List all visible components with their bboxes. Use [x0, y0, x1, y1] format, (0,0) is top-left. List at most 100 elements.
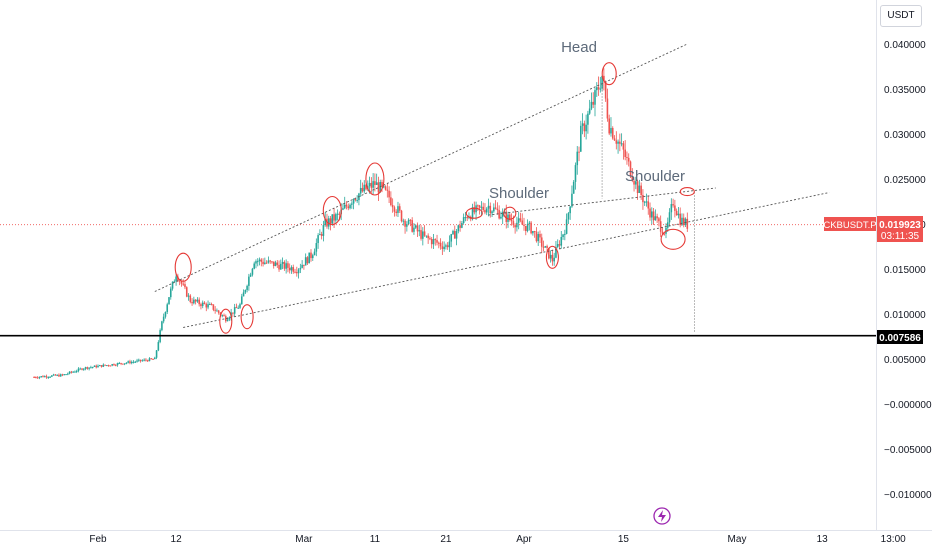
candle-body	[425, 235, 428, 237]
time-axis[interactable]: Feb 12 Mar 11 21 Apr 15 May 13 13:00	[0, 530, 932, 546]
candle-body	[285, 263, 287, 269]
axis-labels: 0.007586 CKBUSDT.P 0.019923 03:11:35	[823, 216, 923, 344]
candle-body	[173, 281, 176, 283]
candle-body	[510, 219, 513, 222]
candle-body	[524, 225, 527, 232]
candle-body	[677, 213, 680, 216]
candle-body	[63, 374, 66, 376]
candle-body	[556, 244, 559, 247]
candle-body	[393, 207, 396, 212]
candle-body	[155, 350, 158, 358]
candle-body	[40, 376, 42, 378]
candle-body	[97, 365, 99, 368]
candle-body	[45, 376, 48, 378]
time-tick-label: 21	[440, 534, 452, 545]
alert-icon[interactable]	[653, 507, 671, 525]
candle-body	[114, 365, 117, 367]
candle-body	[588, 108, 591, 114]
candle-body	[659, 221, 662, 232]
candle-body	[370, 182, 373, 188]
time-tick-label: 13	[817, 534, 829, 545]
candle-body	[610, 127, 612, 134]
price-tick-label: 0.015000	[884, 265, 926, 276]
candle-body	[228, 317, 231, 320]
candle-body	[635, 181, 637, 185]
candle-body	[283, 261, 286, 269]
candle-body	[253, 263, 255, 269]
candle-body	[276, 262, 279, 265]
candle-body	[391, 205, 394, 208]
candle-body	[629, 161, 632, 177]
candle-body	[354, 199, 357, 201]
shoulder-annotation-right: Shoulder	[625, 168, 685, 185]
candle-body	[626, 156, 628, 158]
candle-body	[551, 254, 554, 262]
candle-body	[233, 307, 236, 314]
candle-body	[225, 316, 227, 322]
pivot-ellipse	[322, 195, 342, 226]
drawings: Head Shoulder Shoulder	[0, 39, 876, 337]
candle-body	[489, 205, 492, 214]
candle-body	[656, 216, 658, 219]
candle-body	[514, 225, 516, 228]
candle-body	[398, 206, 401, 211]
candle-body	[674, 205, 676, 211]
candle-body	[35, 377, 37, 379]
symbol-tag	[824, 217, 876, 231]
candle-body	[615, 140, 618, 144]
candle-body	[297, 269, 300, 274]
currency-button[interactable]: USDT	[880, 5, 922, 27]
candle-body	[553, 257, 555, 262]
candle-body	[397, 206, 399, 213]
candle-body	[239, 304, 241, 308]
candle-body	[33, 377, 35, 378]
candle-body	[258, 259, 261, 262]
candle-body	[537, 234, 539, 242]
candle-body	[544, 246, 547, 248]
time-tick-label: 11	[370, 534, 381, 545]
candle-body	[455, 231, 458, 239]
countdown-text: 03:11:35	[881, 231, 920, 242]
candle-body	[571, 193, 573, 207]
candle-body	[43, 376, 46, 378]
candle-body	[608, 118, 610, 134]
candle-body	[223, 315, 225, 317]
candle-body	[338, 213, 341, 215]
candle-body	[528, 222, 531, 224]
symbol-tag-text: CKBUSDT.P	[823, 220, 876, 231]
candle-body	[494, 207, 497, 209]
candle-body	[134, 361, 137, 363]
price-tick-label: 0.040000	[884, 40, 926, 51]
candle-body	[512, 221, 515, 226]
candle-body	[429, 238, 431, 240]
candle-body	[352, 199, 355, 204]
candle-body	[404, 220, 406, 227]
candle-body	[654, 216, 657, 221]
candle-body	[606, 98, 609, 119]
candle-body	[448, 241, 451, 248]
price-tick-label: 0.005000	[884, 355, 926, 366]
candle-body	[333, 214, 335, 221]
candle-body	[450, 234, 453, 242]
candle-body	[633, 180, 635, 185]
candle-body	[248, 276, 250, 286]
candle-body	[118, 362, 121, 364]
candle-body	[320, 234, 323, 236]
candle-body	[58, 374, 60, 377]
candle-body	[116, 363, 119, 366]
price-axis[interactable]: 0.0400000.0350000.0300000.0250000.020000…	[876, 0, 932, 530]
candle-body	[587, 113, 589, 125]
candle-body	[324, 218, 326, 226]
candle-body	[438, 242, 440, 244]
candle-body	[132, 361, 135, 363]
candle-body	[139, 359, 142, 361]
candle-body	[154, 357, 156, 360]
candle-body	[185, 287, 188, 297]
candle-body	[130, 361, 133, 364]
candle-body	[194, 299, 197, 302]
candle-body	[310, 252, 312, 259]
candle-body	[491, 211, 493, 214]
candle-body	[672, 204, 674, 206]
